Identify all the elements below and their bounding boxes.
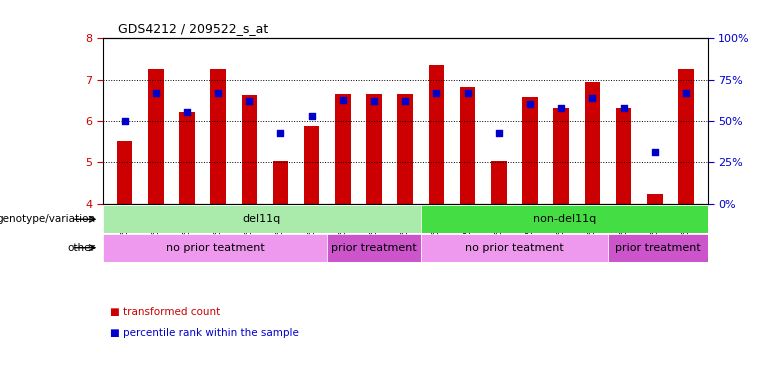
Bar <box>460 87 476 204</box>
Bar <box>335 94 351 204</box>
Text: other: other <box>67 243 95 253</box>
Bar <box>366 94 382 204</box>
Text: no prior teatment: no prior teatment <box>465 243 564 253</box>
Bar <box>116 141 132 204</box>
Text: GDS4212 / 209522_s_at: GDS4212 / 209522_s_at <box>118 22 268 35</box>
Text: ■ transformed count: ■ transformed count <box>110 307 221 317</box>
Bar <box>491 161 507 204</box>
Bar <box>428 65 444 204</box>
Bar <box>272 161 288 204</box>
Point <box>368 98 380 104</box>
Point <box>212 90 224 96</box>
Point <box>119 118 131 124</box>
Point <box>586 95 598 101</box>
Point <box>555 105 567 111</box>
Point <box>306 113 318 119</box>
Text: ■ percentile rank within the sample: ■ percentile rank within the sample <box>110 328 299 338</box>
Bar <box>148 68 164 204</box>
Point <box>648 149 661 155</box>
Text: prior treatment: prior treatment <box>615 243 701 253</box>
Bar <box>616 108 632 204</box>
Bar <box>241 95 257 204</box>
Point <box>617 105 629 111</box>
Point <box>524 101 536 108</box>
Bar <box>179 112 195 204</box>
Point <box>244 98 256 104</box>
Text: no prior teatment: no prior teatment <box>166 243 264 253</box>
Point <box>337 97 349 103</box>
Bar <box>608 234 708 262</box>
Bar <box>103 205 421 233</box>
Text: non-del11q: non-del11q <box>533 214 596 224</box>
Point <box>150 90 162 96</box>
Bar <box>397 94 413 204</box>
Point <box>680 90 692 96</box>
Point <box>492 129 505 136</box>
Point <box>399 98 411 104</box>
Point <box>430 90 442 96</box>
Text: del11q: del11q <box>243 214 281 224</box>
Bar <box>647 194 663 204</box>
Bar <box>210 68 226 204</box>
Bar <box>584 82 600 204</box>
Bar <box>421 234 608 262</box>
Bar <box>678 68 694 204</box>
Bar <box>103 234 327 262</box>
Bar <box>421 205 708 233</box>
Point <box>461 90 473 96</box>
Text: prior treatment: prior treatment <box>331 243 417 253</box>
Bar <box>327 234 421 262</box>
Bar <box>522 98 538 204</box>
Point <box>275 129 287 136</box>
Bar <box>553 108 569 204</box>
Point <box>181 109 193 115</box>
Text: genotype/variation: genotype/variation <box>0 214 95 224</box>
Bar <box>304 126 320 204</box>
